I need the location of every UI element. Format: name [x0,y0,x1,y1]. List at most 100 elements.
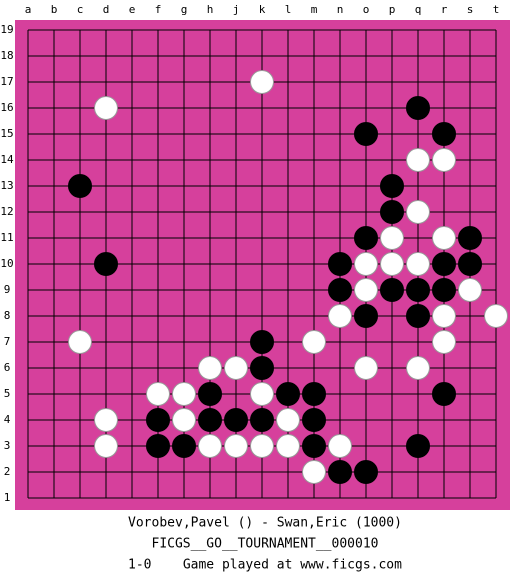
row-label: 14 [0,153,14,166]
stone [432,330,456,354]
row-label: 10 [0,257,13,270]
stone [250,330,274,354]
stone [380,226,404,250]
stone [224,408,248,432]
stone [276,434,300,458]
column-label: f [155,3,162,16]
row-label: 7 [4,335,11,348]
column-label: a [25,3,32,16]
row-label: 2 [4,465,11,478]
column-label: m [311,3,318,16]
stone [94,252,118,276]
stone [432,252,456,276]
stone [354,278,378,302]
stone [458,252,482,276]
stone [172,382,196,406]
stone [406,356,430,380]
stone [432,226,456,250]
stone [432,148,456,172]
result: 1-0 Game played at www.ficgs.com [128,558,402,573]
row-label: 9 [4,283,11,296]
column-label: n [337,3,344,16]
stone [276,408,300,432]
stone [172,408,196,432]
row-label: 3 [4,439,11,452]
stone [354,252,378,276]
column-label: s [467,3,474,16]
stone [380,200,404,224]
stone [432,382,456,406]
column-label: g [181,3,188,16]
stone [406,148,430,172]
stone [172,434,196,458]
stone [328,304,352,328]
column-label: r [441,3,448,16]
column-label: e [129,3,136,16]
stone [458,226,482,250]
stone [354,122,378,146]
stone [302,408,326,432]
stone [354,304,378,328]
row-label: 19 [0,23,13,36]
stone [94,434,118,458]
row-label: 15 [0,127,13,140]
stone [146,434,170,458]
stone [406,278,430,302]
stone [68,330,92,354]
stone [406,200,430,224]
stone [302,382,326,406]
row-label: 18 [0,49,13,62]
stone [406,252,430,276]
stone [484,304,508,328]
row-label: 8 [4,309,11,322]
column-label: h [207,3,214,16]
stone [224,434,248,458]
stone [224,356,248,380]
column-label: k [259,3,266,16]
stone [250,382,274,406]
column-label: d [103,3,110,16]
stone [406,96,430,120]
row-label: 4 [4,413,11,426]
row-label: 12 [0,205,13,218]
stone [146,408,170,432]
stone [198,382,222,406]
stone [406,434,430,458]
stone [380,278,404,302]
stone [94,408,118,432]
stone [198,356,222,380]
stone [328,252,352,276]
stone [146,382,170,406]
stone [302,434,326,458]
column-label: j [233,3,240,16]
stone [250,408,274,432]
column-label: b [51,3,58,16]
stone [406,304,430,328]
stone [276,382,300,406]
stone [68,174,92,198]
stone [250,434,274,458]
stone [328,434,352,458]
stone [380,174,404,198]
stone [198,434,222,458]
stone [354,356,378,380]
stone [302,460,326,484]
column-label: p [389,3,396,16]
stone [432,278,456,302]
stone [94,96,118,120]
stone [432,122,456,146]
row-label: 16 [0,101,13,114]
stone [302,330,326,354]
stone [250,356,274,380]
column-label: q [415,3,422,16]
stone [328,460,352,484]
row-label: 11 [0,231,13,244]
row-label: 17 [0,75,13,88]
stone [250,70,274,94]
column-label: l [285,3,292,16]
players: Vorobev,Pavel () - Swan,Eric (1000) [128,516,402,531]
column-label: o [363,3,370,16]
stone [354,460,378,484]
row-label: 5 [4,387,11,400]
